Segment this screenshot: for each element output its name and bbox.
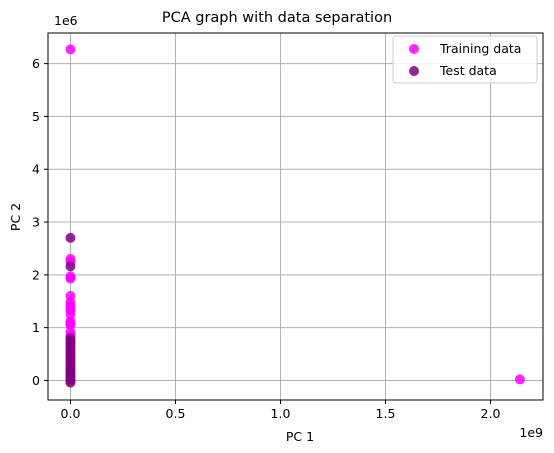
x-tick-label: 1.5 — [376, 406, 396, 421]
x-offset-label: 1e9 — [519, 425, 543, 440]
test-data-point — [65, 232, 76, 243]
legend-box — [392, 35, 538, 84]
y-tick-label: 3 — [32, 215, 40, 230]
y-offset-label: 1e6 — [54, 13, 78, 28]
y-tick-label: 4 — [32, 162, 40, 177]
x-tick-label: 0.0 — [61, 406, 81, 421]
training-data-point — [514, 374, 525, 385]
plot-frame — [47, 32, 544, 401]
axis-ticks: 0.0 0.5 1.0 1.5 2.0 0 1 2 3 4 5 6 — [32, 56, 500, 421]
test-data-point — [65, 261, 76, 272]
training-data-point — [65, 273, 76, 284]
x-axis-label: PC 1 — [286, 429, 314, 444]
training-data-point — [65, 309, 76, 320]
chart-title: PCA graph with data separation — [162, 10, 392, 26]
x-tick-label: 1.0 — [271, 406, 291, 421]
legend-label-training: Training data — [439, 41, 521, 56]
y-tick-label: 0 — [32, 373, 40, 388]
x-tick-label: 0.5 — [166, 406, 186, 421]
legend-marker-training — [409, 44, 419, 54]
data-points — [65, 44, 525, 388]
legend-marker-test — [409, 66, 419, 76]
y-tick-label: 6 — [32, 56, 40, 71]
grid-lines — [48, 33, 543, 400]
y-tick-label: 1 — [32, 320, 40, 335]
x-tick-label: 2.0 — [481, 406, 501, 421]
legend-label-test: Test data — [439, 63, 497, 78]
y-tick-label: 2 — [32, 267, 40, 282]
legend: Training data Test data — [392, 35, 538, 84]
test-data-point — [65, 377, 76, 388]
y-axis-label: PC 2 — [8, 203, 23, 231]
training-data-point — [65, 320, 76, 331]
training-data-point — [65, 44, 76, 55]
y-tick-label: 5 — [32, 109, 40, 124]
